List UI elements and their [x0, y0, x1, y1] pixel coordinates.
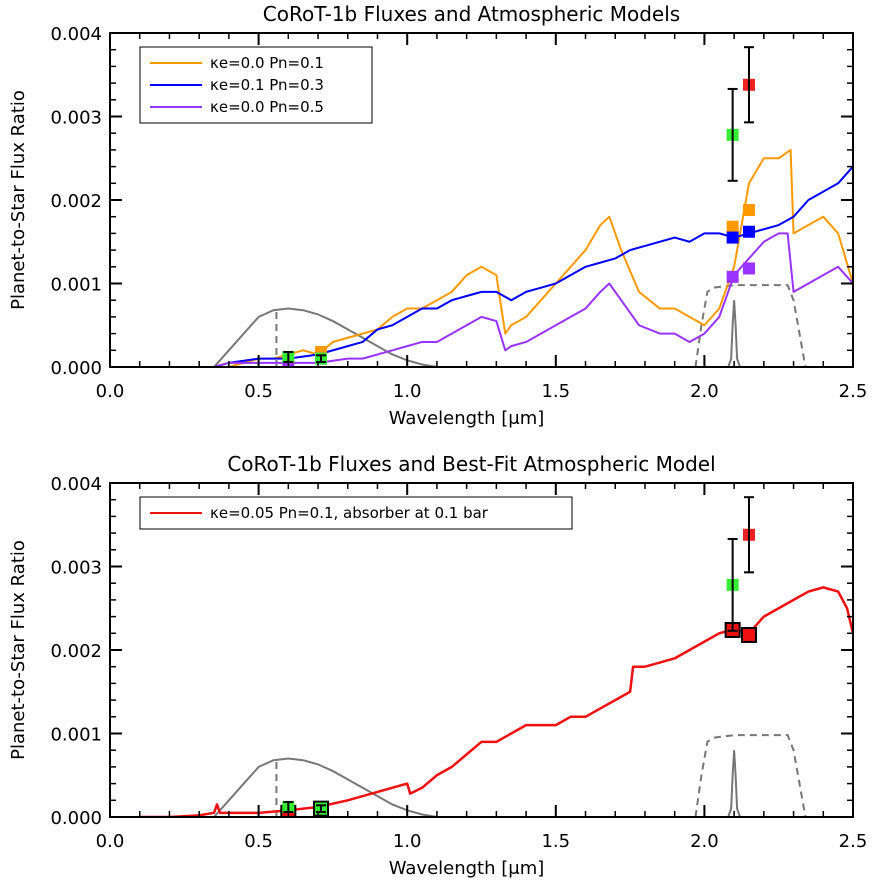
y-tick-label: 0.000: [50, 358, 102, 379]
chart-title: CoRoT-1b Fluxes and Atmospheric Models: [263, 2, 680, 26]
axes-frame: [109, 482, 854, 818]
y-tick-label: 0.003: [50, 558, 102, 579]
plot-area: [139, 496, 853, 817]
y-axis-label: Planet-to-Star Flux Ratio: [8, 540, 29, 760]
x-tick-label: 1.5: [541, 381, 570, 402]
legend-entry-3: κe=0.0 Pn=0.5: [210, 98, 324, 116]
y-tick-label: 0.004: [50, 474, 102, 495]
series-line-2: [213, 165, 853, 367]
y-tick-label: 0.001: [50, 725, 102, 746]
series-line-1: [139, 586, 853, 817]
x-axis-label: Wavelength [μm]: [389, 858, 545, 879]
x-axis-label: Wavelength [μm]: [389, 408, 545, 429]
legend-box: [139, 496, 573, 530]
x-tick-label: 1.5: [541, 831, 570, 852]
chart-title: CoRoT-1b Fluxes and Best-Fit Atmospheric…: [227, 452, 715, 476]
model-point-6: [726, 231, 739, 244]
bandpass-curve-broad: [694, 734, 807, 817]
x-tick-label: 1.0: [393, 831, 422, 852]
x-tick-label: 0.5: [244, 381, 273, 402]
x-tick-label: 2.0: [690, 831, 719, 852]
y-axis-label: Planet-to-Star Flux Ratio: [8, 90, 29, 310]
x-tick-label: 2.5: [839, 831, 868, 852]
x-tick-label: 2.5: [839, 381, 868, 402]
chart-panel-2: CoRoT-1b Fluxes and Best-Fit Atmospheric…: [8, 452, 867, 879]
plot-area: [213, 46, 853, 367]
chart-panel-1: CoRoT-1b Fluxes and Atmospheric Models Pl…: [8, 2, 867, 429]
x-tick-label: 0.5: [244, 831, 273, 852]
legend-entry-1: κe=0.0 Pn=0.1: [210, 54, 324, 72]
x-tick-label: 0.0: [96, 831, 125, 852]
bandpass-curve-optical: [213, 307, 438, 367]
model-point-9: [742, 262, 755, 275]
y-tick-label: 0.001: [50, 275, 102, 296]
y-tick-label: 0.003: [50, 108, 102, 129]
model-point-7: [742, 225, 755, 238]
y-tick-label: 0.002: [50, 641, 102, 662]
model-point-4: [740, 626, 757, 643]
series-line-3: [213, 232, 853, 367]
x-tick-label: 0.0: [96, 381, 125, 402]
x-tick-label: 2.0: [690, 381, 719, 402]
x-tick-label: 1.0: [393, 381, 422, 402]
y-tick-label: 0.002: [50, 191, 102, 212]
model-point-4: [726, 220, 739, 233]
y-tick-label: 0.000: [50, 808, 102, 829]
bandpass-curve-narrow: [727, 750, 742, 817]
legend-entry-2: κe=0.1 Pn=0.3: [210, 76, 324, 94]
y-tick-label: 0.004: [50, 24, 102, 45]
series-line-1: [214, 148, 853, 367]
model-point-8: [726, 270, 739, 283]
bandpass-curve-narrow: [727, 300, 742, 367]
legend-entry-1: κe=0.05 Pn=0.1, absorber at 0.1 bar: [210, 504, 489, 522]
bandpass-curve-optical: [213, 757, 438, 817]
model-point-5: [742, 204, 755, 217]
